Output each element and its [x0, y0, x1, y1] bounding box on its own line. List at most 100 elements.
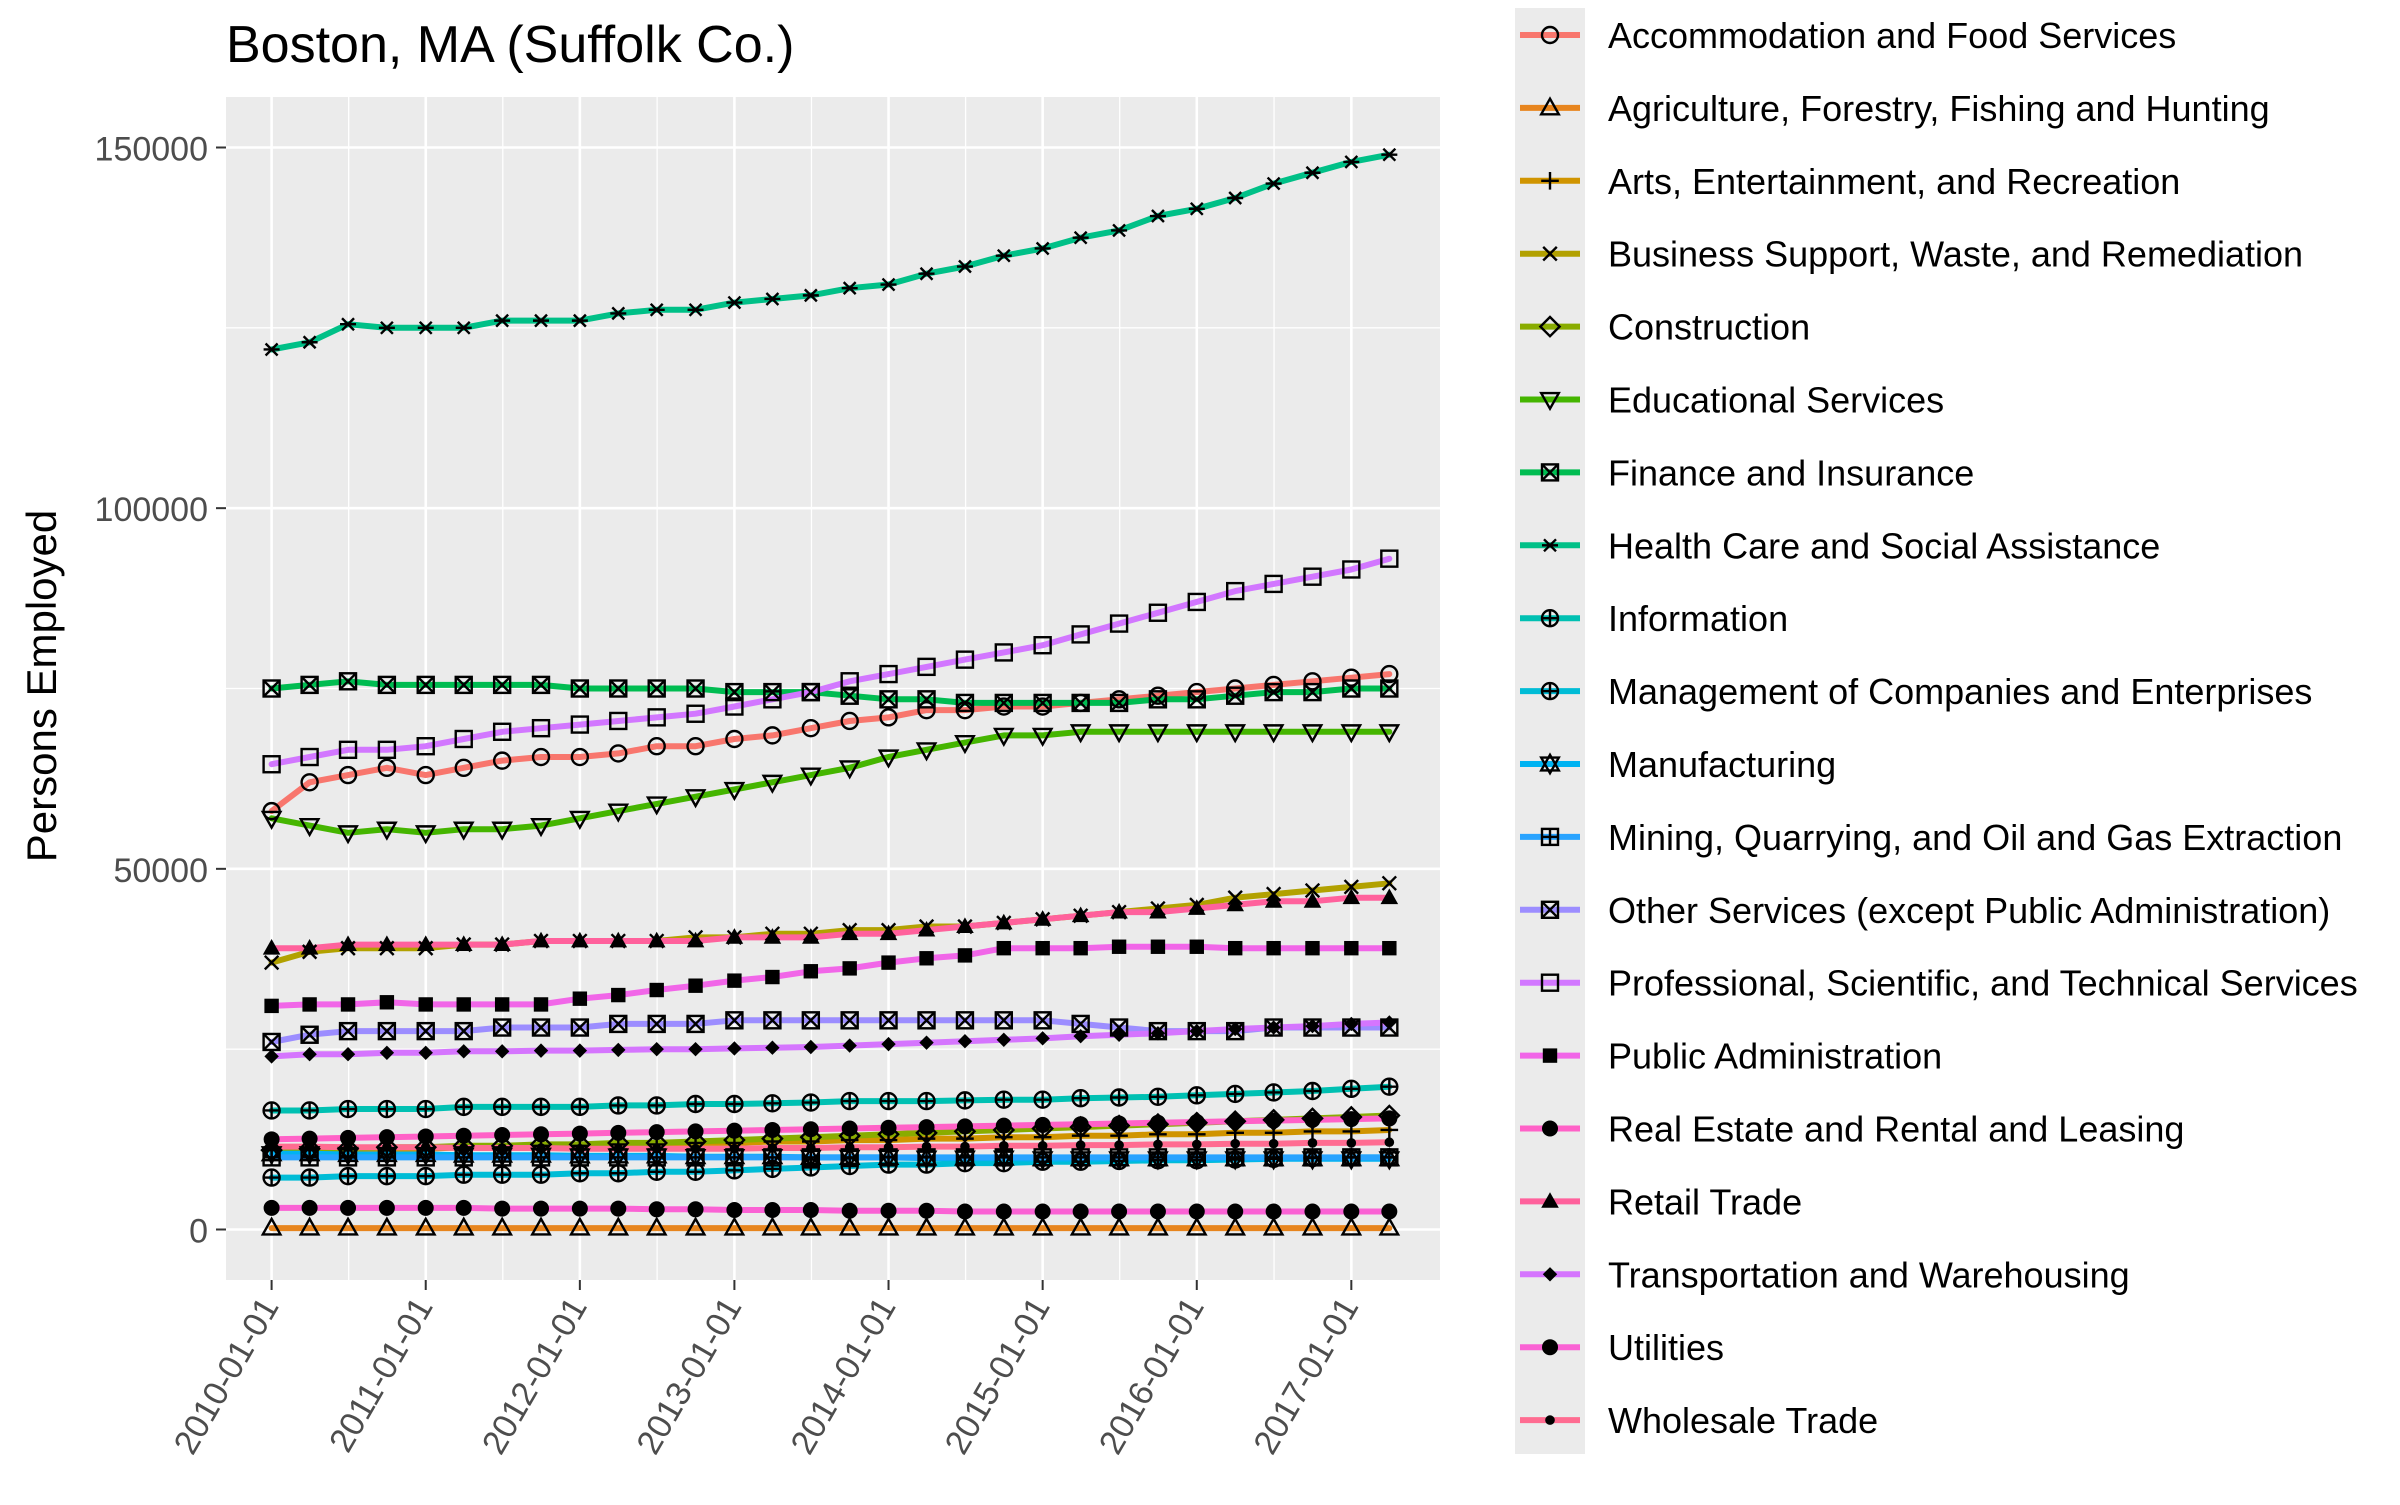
- data-point: [377, 1099, 397, 1119]
- data-point: [1228, 1021, 1243, 1037]
- data-point: [1346, 1138, 1357, 1148]
- data-point: [1264, 574, 1283, 594]
- data-point: [570, 747, 590, 767]
- data-point: [915, 1216, 938, 1236]
- data-point: [801, 1011, 821, 1030]
- data-point: [1037, 1141, 1048, 1151]
- data-point: [530, 817, 552, 838]
- data-point: [1265, 176, 1282, 191]
- data-point: [1191, 1139, 1202, 1150]
- data-point: [1344, 1016, 1359, 1032]
- data-point: [879, 1011, 898, 1030]
- data-point: [881, 955, 896, 970]
- data-point: [842, 961, 857, 976]
- data-point: [955, 1011, 975, 1030]
- data-point: [1150, 939, 1166, 954]
- data-point: [494, 997, 510, 1012]
- data-point: [262, 938, 281, 955]
- data-point: [1149, 902, 1167, 919]
- data-point: [416, 1021, 435, 1041]
- legend-label: Business Support, Waste, and Remediation: [1608, 234, 2303, 275]
- data-point: [919, 951, 934, 966]
- data-point: [883, 1142, 894, 1153]
- data-point: [340, 1199, 357, 1216]
- data-point: [455, 1127, 472, 1144]
- data-point: [531, 718, 551, 738]
- data-point: [1303, 892, 1322, 908]
- data-point: [1342, 560, 1361, 579]
- data-point: [992, 1216, 1015, 1236]
- data-point: [838, 760, 861, 780]
- legend-label: Management of Companies and Enterprises: [1608, 671, 2312, 712]
- data-point: [842, 1038, 857, 1053]
- data-point: [1305, 940, 1320, 956]
- y-axis: 0 50000 100000 150000: [95, 130, 226, 1251]
- data-point: [492, 1165, 512, 1184]
- data-point: [1303, 1081, 1322, 1101]
- data-point: [533, 1200, 550, 1217]
- legend-marker: [1545, 1415, 1555, 1425]
- data-point: [1301, 1216, 1324, 1236]
- data-point: [492, 1097, 512, 1117]
- data-point: [1031, 1216, 1054, 1236]
- data-point: [1230, 1138, 1241, 1149]
- data-point: [725, 1011, 744, 1030]
- data-point: [454, 1165, 473, 1184]
- legend-item: Transportation and Warehousing: [1520, 1254, 2130, 1295]
- data-point: [416, 935, 435, 951]
- data-point: [1226, 895, 1245, 912]
- data-point: [802, 1202, 819, 1219]
- data-point: [1381, 1203, 1398, 1220]
- legend-marker: [1540, 900, 1560, 919]
- data-point: [1304, 882, 1321, 899]
- data-point: [1187, 1086, 1206, 1105]
- data-point: [1069, 724, 1092, 744]
- data-point: [647, 1096, 666, 1115]
- data-point: [1303, 672, 1322, 691]
- y-tick-label: 50000: [113, 852, 208, 890]
- data-point: [571, 931, 589, 948]
- data-point: [1265, 1203, 1282, 1220]
- data-point: [1071, 1014, 1090, 1034]
- data-point: [1226, 581, 1245, 601]
- data-point: [1149, 209, 1166, 223]
- legend-label: Public Administration: [1608, 1036, 1942, 1077]
- data-point: [1189, 1023, 1204, 1039]
- data-point: [337, 825, 359, 845]
- data-point: [725, 1094, 744, 1114]
- data-point: [1148, 1148, 1168, 1167]
- data-point: [649, 1041, 664, 1057]
- data-point: [1187, 899, 1206, 915]
- data-point: [610, 1200, 627, 1217]
- data-point: [536, 1143, 546, 1153]
- data-point: [1301, 724, 1324, 744]
- data-point: [764, 292, 781, 306]
- data-point: [1071, 1148, 1090, 1167]
- data-point: [1109, 1088, 1129, 1107]
- legend-marker: [1539, 752, 1561, 776]
- data-point: [570, 679, 590, 698]
- data-point: [1262, 1216, 1285, 1236]
- data-point: [377, 1021, 397, 1041]
- data-point: [613, 1143, 624, 1154]
- data-point: [609, 931, 628, 948]
- data-point: [609, 1014, 628, 1034]
- data-point: [880, 277, 897, 292]
- data-point: [767, 1143, 778, 1153]
- data-point: [494, 1200, 511, 1217]
- data-point: [648, 1124, 665, 1141]
- data-point: [725, 928, 744, 944]
- data-point: [1031, 727, 1054, 748]
- data-point: [880, 1202, 897, 1219]
- data-point: [1340, 724, 1363, 744]
- data-point: [570, 1097, 590, 1117]
- data-point: [954, 735, 976, 755]
- data-point: [1342, 888, 1361, 905]
- data-point: [494, 313, 511, 328]
- data-point: [491, 1216, 514, 1236]
- data-point: [414, 825, 437, 845]
- data-point: [996, 1032, 1012, 1047]
- data-point: [921, 1141, 932, 1152]
- legend-item: Information: [1520, 598, 1788, 639]
